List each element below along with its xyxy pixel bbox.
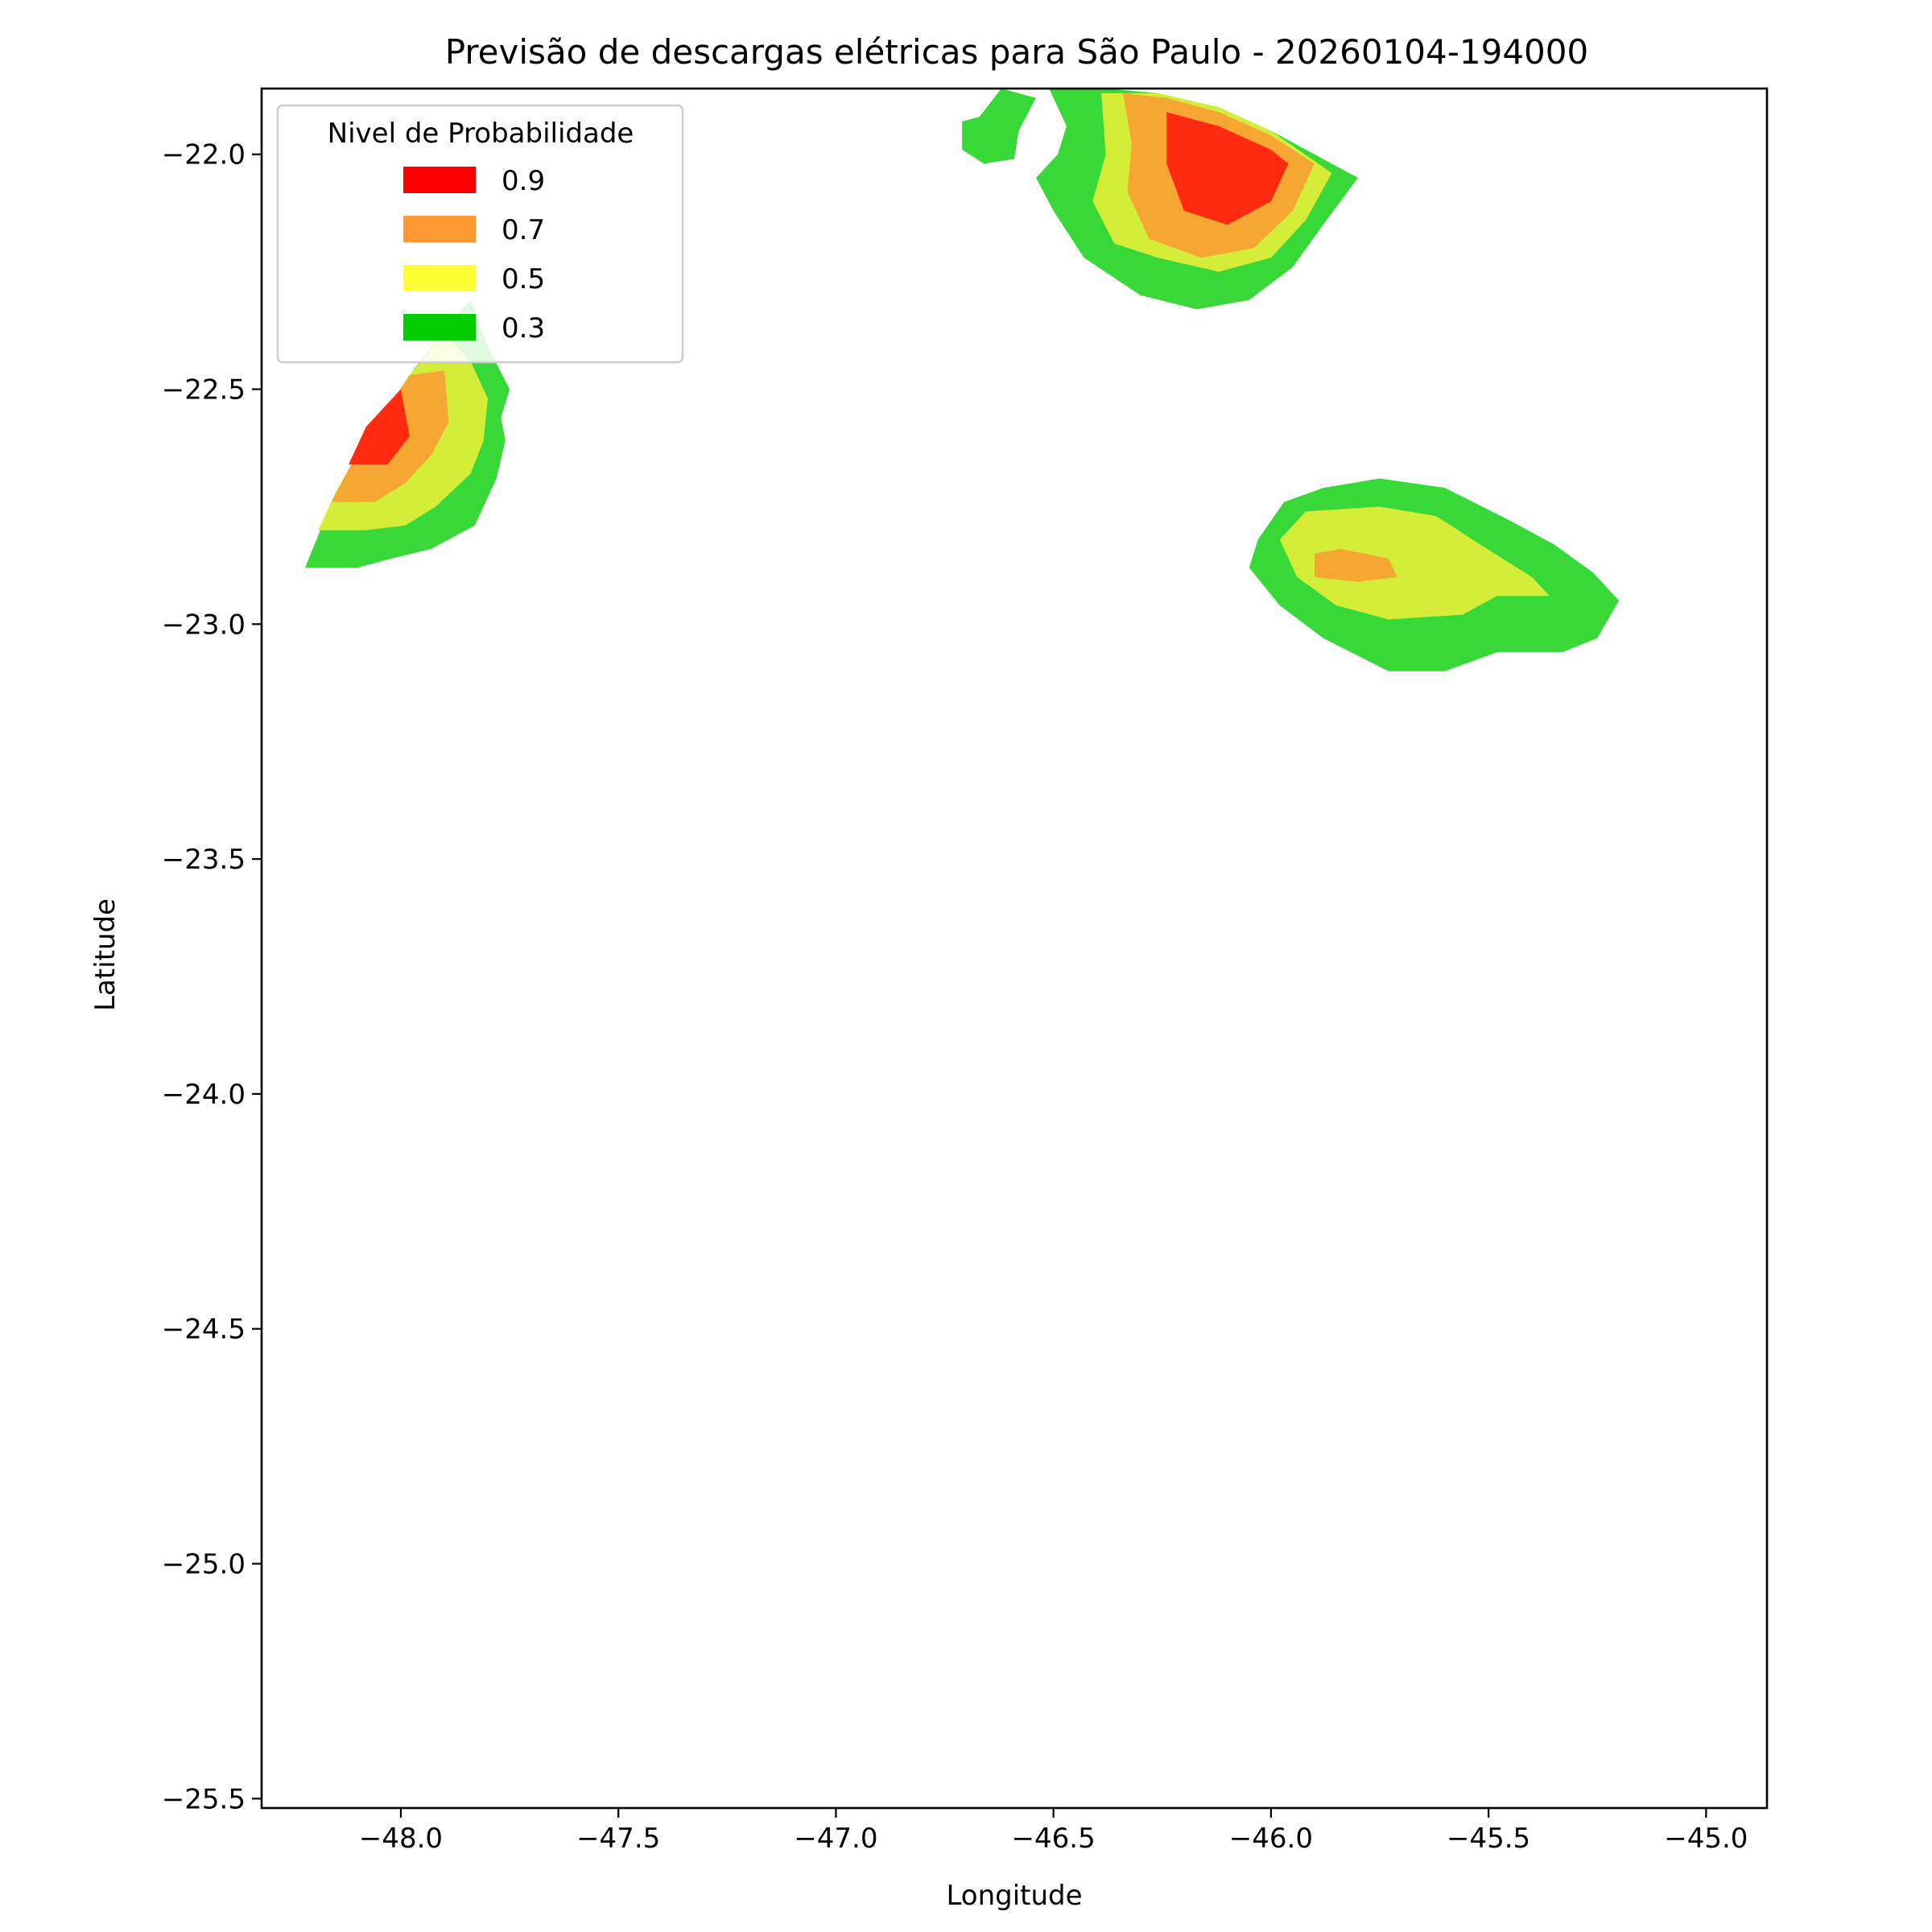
x-tick-label: −46.0 xyxy=(1229,1823,1313,1855)
x-tick-label: −48.0 xyxy=(359,1823,443,1855)
legend-label: 0.9 xyxy=(502,165,545,197)
y-axis-ticks: −22.0 −22.5 −23.0 −23.5 −24.0 −24.5 −25.0 −25.5 xyxy=(162,139,262,1815)
contour-level-0-9 xyxy=(349,389,410,464)
y-tick-label: −22.0 xyxy=(162,139,246,171)
legend-swatch xyxy=(403,167,476,193)
y-axis-label: Latitude xyxy=(89,898,122,1011)
y-tick-label: −24.5 xyxy=(162,1314,246,1346)
legend-swatch xyxy=(403,265,476,291)
region-north-cell xyxy=(962,89,1358,310)
legend-label: 0.3 xyxy=(502,312,545,345)
y-tick-label: −23.0 xyxy=(162,609,246,641)
legend-label: 0.5 xyxy=(502,263,545,295)
y-tick-label: −25.5 xyxy=(162,1783,246,1815)
region-northwest-cell xyxy=(305,299,510,568)
y-tick-label: −22.5 xyxy=(162,374,246,407)
legend-box xyxy=(276,104,684,364)
y-tick-label: −23.5 xyxy=(162,844,246,876)
legend: Nivel de Probabilidade 0.9 0.7 0.5 0.3 xyxy=(276,104,684,364)
x-axis-label: Longitude xyxy=(946,1880,1082,1912)
chart-title: Previsão de descargas elétricas para São… xyxy=(445,32,1588,72)
y-tick-label: −25.0 xyxy=(162,1549,246,1581)
region-east-cell xyxy=(1249,478,1620,671)
legend-label: 0.7 xyxy=(502,214,545,246)
contour-level-0-9 xyxy=(1166,112,1289,225)
x-tick-label: −47.0 xyxy=(794,1823,877,1855)
x-tick-label: −45.5 xyxy=(1447,1823,1530,1855)
legend-swatch xyxy=(403,314,476,341)
contour-level-0-5 xyxy=(1279,506,1550,620)
y-tick-label: −24.0 xyxy=(162,1079,246,1111)
legend-swatch xyxy=(403,216,476,242)
probability-regions xyxy=(305,89,1620,671)
x-axis-ticks: −48.0 −47.5 −47.0 −46.5 −46.0 −45.5 −45.0 xyxy=(359,1808,1748,1855)
x-tick-label: −47.5 xyxy=(576,1823,660,1855)
legend-title: Nivel de Probabilidade xyxy=(328,118,634,150)
x-tick-label: −46.5 xyxy=(1012,1823,1096,1855)
contour-level-0-7 xyxy=(1314,548,1397,582)
contour-level-0-3 xyxy=(962,89,1036,164)
x-tick-label: −45.0 xyxy=(1664,1823,1748,1855)
plot-frame xyxy=(260,87,1769,1810)
